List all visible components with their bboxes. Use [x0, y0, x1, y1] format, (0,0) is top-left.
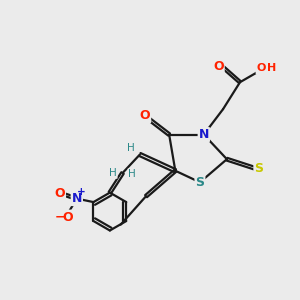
Text: O: O	[256, 63, 266, 73]
Text: H: H	[128, 169, 136, 179]
Text: N: N	[199, 128, 209, 141]
Text: H: H	[109, 168, 117, 178]
Text: O: O	[54, 187, 65, 200]
Text: O: O	[62, 211, 73, 224]
Text: S: S	[254, 162, 263, 175]
Text: O: O	[140, 109, 150, 122]
Text: N: N	[72, 192, 82, 205]
Text: +: +	[76, 187, 85, 197]
Text: −: −	[55, 211, 65, 224]
Text: S: S	[196, 176, 205, 189]
Text: H: H	[267, 63, 277, 73]
Text: O: O	[213, 60, 224, 73]
Text: H: H	[127, 143, 135, 153]
